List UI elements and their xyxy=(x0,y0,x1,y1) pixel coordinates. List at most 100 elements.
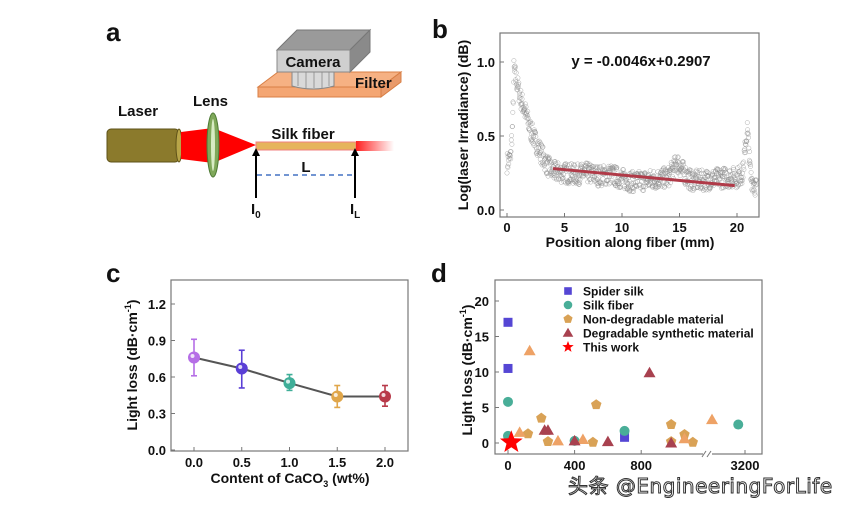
b-data-point xyxy=(671,154,677,160)
b-data-point xyxy=(537,150,543,156)
b-data-point xyxy=(722,166,728,172)
b-data-point xyxy=(516,80,522,86)
i0-label: I0 xyxy=(251,201,261,221)
c-data-point xyxy=(283,377,296,390)
c-point-highlight xyxy=(238,364,243,369)
b-data-point xyxy=(705,170,711,176)
d-data-point-triangle xyxy=(576,433,589,444)
d-x-tick-label: 400 xyxy=(564,458,586,473)
b-data-point xyxy=(712,175,718,181)
legend-marker-circle xyxy=(563,300,573,310)
b-data-point xyxy=(530,135,536,140)
legend-label: Spider silk xyxy=(583,285,644,299)
b-data-point xyxy=(675,154,681,160)
b-data-point xyxy=(631,189,636,195)
focused-beam xyxy=(213,128,256,163)
b-data-point xyxy=(690,188,696,194)
b-data-point xyxy=(632,184,638,190)
b-data-point xyxy=(683,165,688,171)
b-data-point xyxy=(517,92,523,98)
c-y-axis-label: Light loss (dB·cm-1) xyxy=(123,300,140,431)
legend-label: Degradable synthetic material xyxy=(583,327,754,341)
b-data-point xyxy=(505,165,511,170)
b-data-point xyxy=(519,91,525,97)
b-scatter-points xyxy=(504,58,759,198)
b-data-point xyxy=(555,160,561,166)
b-data-point xyxy=(535,139,541,145)
b-data-point xyxy=(740,174,746,180)
d-y-tick-label: 0 xyxy=(482,436,489,451)
b-data-point xyxy=(741,159,747,165)
d-x-tick-label: 3200 xyxy=(731,458,760,473)
b-data-point xyxy=(560,175,566,181)
camera-icon xyxy=(275,28,372,90)
b-data-point xyxy=(742,141,748,147)
c-y-tick-label: 0.6 xyxy=(148,370,166,385)
b-data-point xyxy=(517,90,523,96)
b-data-point xyxy=(541,151,546,157)
b-data-point xyxy=(680,158,686,164)
b-data-point xyxy=(507,155,513,161)
b-data-point xyxy=(509,141,515,147)
b-data-point xyxy=(736,169,742,175)
b-data-point xyxy=(707,176,713,182)
b-data-point xyxy=(694,167,699,173)
b-data-point xyxy=(681,159,686,165)
b-data-point xyxy=(584,161,590,167)
d-data-point-triangle xyxy=(601,435,614,447)
c-data-point xyxy=(188,351,200,364)
b-x-tick-label: 0 xyxy=(503,220,510,235)
b-data-point xyxy=(688,167,694,173)
b-data-point xyxy=(536,141,542,147)
b-data-point xyxy=(675,159,680,165)
b-x-tick-label: 5 xyxy=(561,220,568,235)
b-data-point xyxy=(750,181,756,187)
c-x-tick-label: 1.5 xyxy=(328,455,346,470)
b-data-point xyxy=(695,185,701,190)
b-data-point xyxy=(695,169,701,175)
b-data-point xyxy=(594,180,600,186)
b-data-point xyxy=(746,145,752,151)
d-data-point-pentagon xyxy=(536,412,547,423)
c-point-highlight xyxy=(190,354,195,359)
b-data-point xyxy=(742,139,748,145)
d-axis-break-mark xyxy=(706,450,712,458)
panel-c-chart: c 0.0 0.5 1.0 1.5 2.0 0.0 0.3 0.6 0.9 1.2 Content… xyxy=(106,258,409,489)
b-data-point xyxy=(752,192,758,198)
c-point-highlight xyxy=(381,392,386,397)
b-data-point xyxy=(694,175,700,181)
b-data-point xyxy=(547,161,553,167)
b-data-point xyxy=(614,165,620,170)
b-data-point xyxy=(511,58,517,64)
b-data-point xyxy=(687,167,693,173)
b-data-point xyxy=(573,180,579,186)
b-data-point xyxy=(609,165,615,171)
b-y-axis-label: Log(laser Irradiance) (dB) xyxy=(455,40,471,210)
b-data-point xyxy=(522,101,528,107)
b-data-point xyxy=(533,134,539,139)
d-data-point-pentagon xyxy=(542,436,554,446)
b-data-point xyxy=(588,179,594,185)
b-data-point xyxy=(516,95,522,101)
b-data-point xyxy=(669,162,674,168)
laser-beam xyxy=(181,128,213,163)
b-data-point xyxy=(691,186,697,192)
b-data-point xyxy=(677,173,683,179)
b-data-point xyxy=(597,164,603,169)
b-data-point xyxy=(739,177,745,183)
b-data-point xyxy=(745,131,751,137)
b-data-point xyxy=(747,149,753,155)
b-data-point xyxy=(558,179,564,185)
b-data-point xyxy=(680,162,686,168)
panel-letter-d: d xyxy=(431,258,447,288)
b-data-point xyxy=(753,177,759,183)
b-fit-equation: y = -0.0046x+0.2907 xyxy=(571,53,710,70)
b-data-point xyxy=(525,108,531,114)
c-y-tick-label: 0.9 xyxy=(148,334,166,349)
il-label: IL xyxy=(350,201,360,221)
b-data-point xyxy=(664,168,670,174)
b-data-point xyxy=(585,173,590,179)
panel-letter-c: c xyxy=(106,258,120,288)
b-data-point xyxy=(523,104,529,110)
b-data-point xyxy=(576,175,582,181)
